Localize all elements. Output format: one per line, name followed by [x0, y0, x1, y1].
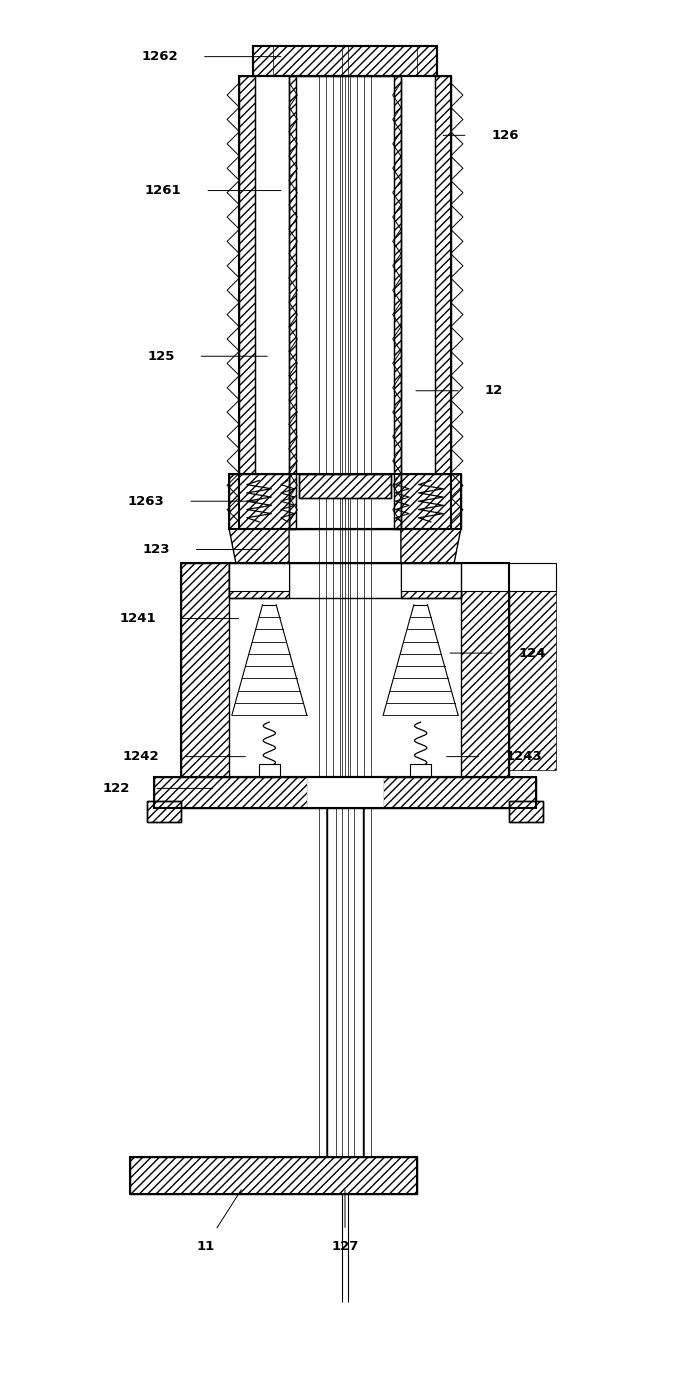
Bar — [148, 801, 181, 821]
Bar — [299, 474, 391, 499]
Bar — [394, 76, 401, 529]
Bar — [239, 76, 451, 529]
Text: 122: 122 — [103, 782, 130, 795]
Bar — [509, 801, 542, 821]
Text: 11: 11 — [196, 1240, 215, 1253]
Bar — [461, 564, 509, 778]
Text: 1243: 1243 — [505, 750, 542, 763]
Bar — [229, 474, 289, 529]
Text: 127: 127 — [331, 1240, 359, 1253]
Bar — [289, 76, 401, 529]
Bar — [239, 76, 255, 529]
Bar — [154, 778, 536, 808]
Text: 125: 125 — [147, 350, 175, 363]
Bar — [253, 46, 437, 76]
Bar — [401, 564, 461, 597]
Polygon shape — [401, 529, 461, 564]
Text: 126: 126 — [491, 129, 519, 142]
Bar — [253, 46, 437, 76]
Bar — [289, 76, 296, 529]
Bar — [229, 564, 289, 590]
Bar — [461, 571, 556, 771]
Bar — [299, 474, 391, 499]
Text: 1241: 1241 — [119, 613, 156, 625]
Text: 1261: 1261 — [145, 185, 181, 197]
Bar — [401, 564, 556, 590]
Bar — [229, 564, 289, 597]
Bar — [181, 564, 509, 778]
Bar — [307, 778, 383, 808]
Bar — [154, 778, 536, 808]
Text: 123: 123 — [142, 543, 170, 556]
Bar — [259, 764, 279, 778]
Bar — [327, 808, 363, 1157]
Bar — [181, 564, 229, 778]
Text: 1242: 1242 — [123, 750, 159, 763]
Bar — [401, 474, 461, 529]
Bar — [130, 1157, 417, 1195]
Bar — [509, 801, 542, 821]
Bar — [411, 764, 431, 778]
Text: 12: 12 — [485, 385, 503, 397]
Text: 1262: 1262 — [141, 50, 178, 63]
Bar — [435, 76, 451, 529]
Bar — [148, 801, 181, 821]
Bar — [229, 474, 461, 529]
Text: 124: 124 — [519, 647, 546, 660]
Polygon shape — [229, 529, 289, 564]
Bar — [229, 564, 461, 597]
Bar — [130, 1157, 417, 1195]
Text: 1263: 1263 — [128, 494, 164, 508]
